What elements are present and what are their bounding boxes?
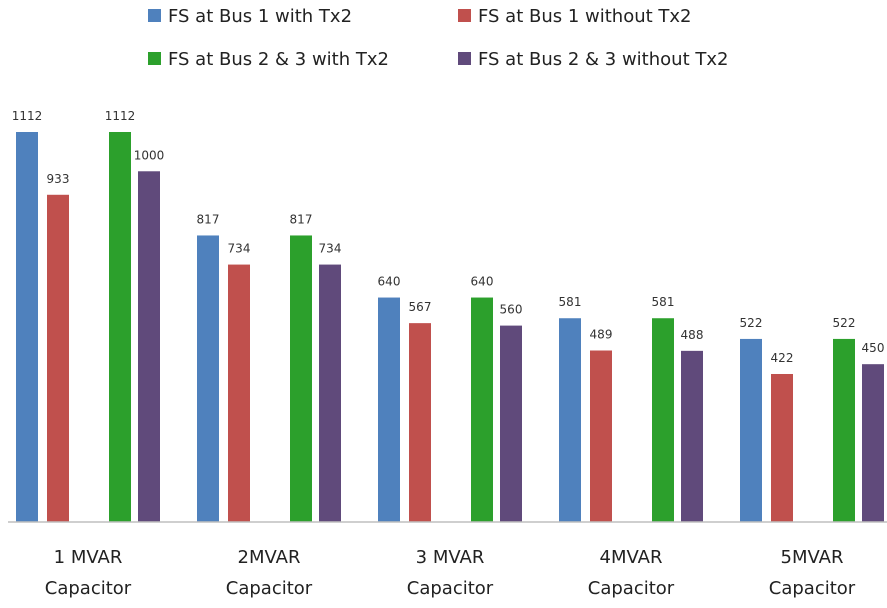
category-label-4-line-1: 4MVAR	[600, 547, 663, 568]
bar-s3-c1	[109, 132, 131, 522]
data-label-s4-c2: 734	[319, 242, 342, 256]
bar-s1-c1	[16, 132, 38, 522]
category-label-3-line-2: Capacitor	[407, 578, 494, 599]
legend-swatch-2	[458, 9, 471, 22]
data-label-s4-c4: 488	[681, 328, 704, 342]
data-label-s4-c3: 560	[500, 303, 523, 317]
bar-s3-c5	[833, 338, 855, 522]
bar-s1-c2	[197, 235, 219, 523]
category-label-4-line-2: Capacitor	[588, 578, 675, 599]
bar-s2-c4	[590, 350, 612, 522]
category-label-5-line-2: Capacitor	[769, 578, 856, 599]
data-labels: 1112 933 1112 1000 817 734 817 734 640 567 640 560 5…	[12, 109, 885, 365]
legend-label-1: FS at Bus 1 with Tx2	[168, 6, 352, 27]
data-label-s1-c4: 581	[559, 295, 582, 309]
category-label-3-line-1: 3 MVAR	[416, 547, 485, 568]
bar-s4-c4	[681, 350, 703, 522]
legend-swatch-3	[148, 52, 161, 65]
data-label-s1-c3: 640	[378, 275, 401, 289]
bar-s1-c3	[378, 297, 400, 522]
bar-s4-c5	[862, 364, 884, 522]
bar-s2-c5	[771, 373, 793, 522]
bar-s4-c2	[319, 264, 341, 522]
legend-swatch-1	[148, 9, 161, 22]
category-labels: 1 MVAR Capacitor 2MVAR Capacitor 3 MVAR Capac…	[45, 547, 856, 599]
bar-s2-c1	[47, 194, 69, 522]
data-label-s1-c5: 522	[740, 316, 763, 330]
bar-s4-c1	[138, 171, 160, 522]
data-label-s2-c1: 933	[47, 172, 70, 186]
legend: FS at Bus 1 with Tx2 FS at Bus 1 without …	[148, 6, 728, 70]
bar-s2-c3	[409, 323, 431, 522]
data-label-s2-c3: 567	[409, 300, 432, 314]
category-label-2-line-2: Capacitor	[226, 578, 313, 599]
data-label-s3-c4: 581	[652, 295, 675, 309]
legend-swatch-4	[458, 52, 471, 65]
data-label-s4-c1: 1000	[134, 148, 165, 162]
category-label-1-line-2: Capacitor	[45, 578, 132, 599]
category-label-5-line-1: 5MVAR	[781, 547, 844, 568]
data-label-s1-c2: 817	[197, 212, 220, 226]
data-label-s3-c1: 1112	[105, 109, 136, 123]
data-label-s2-c4: 489	[590, 327, 613, 341]
bar-s1-c5	[740, 338, 762, 522]
data-label-s3-c2: 817	[290, 212, 313, 226]
legend-label-3: FS at Bus 2 & 3 with Tx2	[168, 49, 389, 70]
bar-s4-c3	[500, 325, 522, 522]
legend-label-4: FS at Bus 2 & 3 without Tx2	[478, 49, 728, 70]
category-label-1-line-1: 1 MVAR	[54, 547, 123, 568]
category-label-2-line-1: 2MVAR	[238, 547, 301, 568]
data-label-s3-c5: 522	[833, 316, 856, 330]
data-label-s3-c3: 640	[471, 275, 494, 289]
bar-s2-c2	[228, 264, 250, 522]
bar-s3-c4	[652, 318, 674, 522]
bar-s1-c4	[559, 318, 581, 522]
bars	[16, 132, 884, 523]
bar-s3-c3	[471, 297, 493, 522]
data-label-s2-c2: 734	[228, 242, 251, 256]
data-label-s2-c5: 422	[771, 351, 794, 365]
data-label-s1-c1: 1112	[12, 109, 43, 123]
data-label-s4-c5: 450	[862, 341, 885, 355]
legend-label-2: FS at Bus 1 without Tx2	[478, 6, 692, 27]
bar-s3-c2	[290, 235, 312, 523]
